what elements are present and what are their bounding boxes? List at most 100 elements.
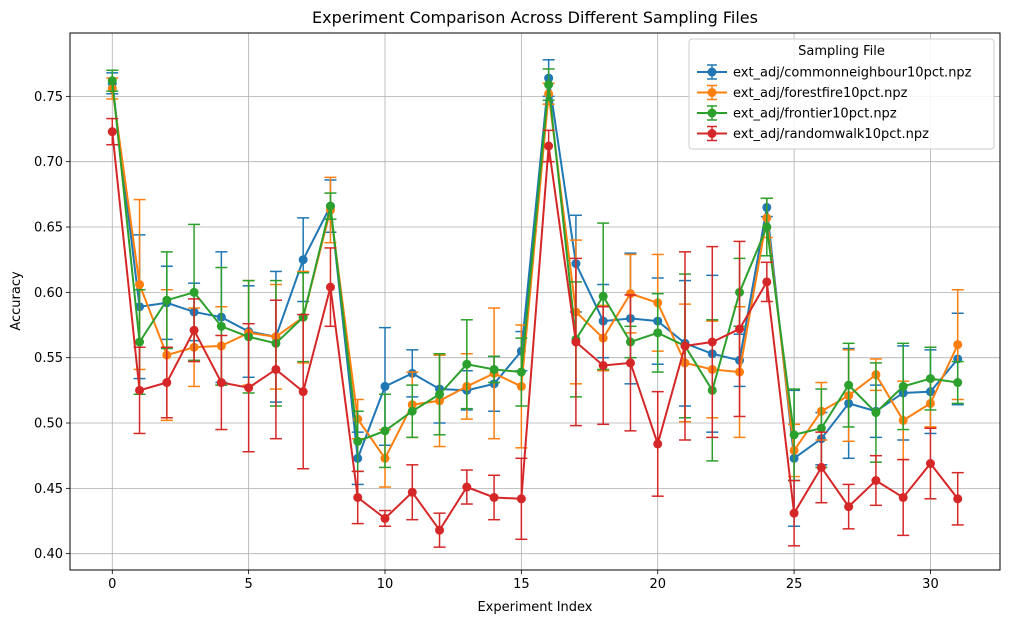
legend-label: ext_adj/forestfire10pct.npz [733, 86, 908, 101]
x-tick-label: 5 [244, 577, 252, 592]
legend-marker [707, 67, 717, 77]
data-point [762, 222, 772, 232]
data-point [789, 430, 799, 440]
x-tick-label: 25 [786, 577, 803, 592]
legend-title: Sampling File [798, 44, 885, 59]
y-tick-label: 0.50 [34, 417, 63, 432]
series-line [111, 88, 959, 461]
legend-item: ext_adj/frontier10pct.npz [697, 105, 897, 122]
data-point [544, 141, 554, 151]
data-point [135, 280, 145, 290]
data-point [925, 374, 935, 384]
data-point [653, 328, 663, 338]
data-point [871, 408, 881, 418]
legend-marker [707, 108, 717, 118]
data-point [407, 487, 417, 497]
data-point [380, 513, 390, 523]
legend-box [688, 38, 995, 150]
data-point [189, 287, 199, 297]
y-tick-label: 0.70 [34, 155, 63, 170]
data-point [216, 321, 226, 331]
series-line [111, 131, 959, 532]
data-point [707, 337, 717, 347]
chart-title: Experiment Comparison Across Different S… [312, 8, 758, 27]
data-point [653, 439, 663, 449]
x-tick-label: 15 [513, 577, 530, 592]
data-point [325, 282, 335, 292]
x-tick-label: 20 [649, 577, 666, 592]
data-point [816, 462, 826, 472]
series-line [111, 77, 959, 461]
data-point [135, 337, 145, 347]
legend: Sampling File ext_adj/commonneighbour10pc… [688, 38, 995, 150]
data-point [625, 358, 635, 368]
data-point [353, 492, 363, 502]
data-point [216, 378, 226, 388]
data-point [762, 277, 772, 287]
series-layer [106, 59, 964, 548]
data-point [135, 385, 145, 395]
data-point [298, 387, 308, 397]
x-tick-label: 0 [108, 577, 116, 592]
y-tick-label: 0.55 [34, 351, 63, 366]
data-point [516, 367, 526, 377]
series-line [111, 80, 958, 443]
data-point [625, 289, 635, 299]
data-point [953, 340, 963, 350]
data-point [435, 389, 445, 399]
y-tick-label: 0.60 [34, 286, 63, 301]
data-point [544, 80, 554, 90]
axes-layer: 0 5 10 15 20 25 30 0.40 0.45 0.50 0.55 0.60 0.65 0.70… [34, 90, 939, 592]
data-point [107, 76, 117, 86]
legend-label: ext_adj/commonneighbour10pct.npz [733, 66, 972, 81]
legend-item: ext_adj/randomwalk10pct.npz [697, 125, 929, 142]
data-point [844, 502, 854, 512]
data-point [598, 361, 608, 371]
data-point [571, 337, 581, 347]
x-tick-label: 30 [922, 577, 939, 592]
data-point [407, 406, 417, 416]
data-point [953, 378, 963, 388]
legend-marker [707, 129, 717, 138]
data-point [816, 423, 826, 433]
grid-lines [70, 33, 1000, 570]
data-point [680, 341, 690, 351]
x-axis-label: Experiment Index [477, 600, 592, 615]
data-point [953, 494, 963, 504]
data-point [462, 359, 472, 369]
legend-marker [707, 88, 717, 97]
plot-frame [69, 32, 1001, 571]
data-point [435, 525, 445, 535]
data-point [162, 295, 172, 305]
data-point [162, 378, 172, 388]
data-point [325, 201, 335, 211]
data-point [380, 426, 390, 436]
data-point [298, 255, 308, 265]
data-point [189, 325, 199, 335]
data-point [898, 381, 908, 391]
data-point [489, 492, 499, 502]
legend-item: ext_adj/commonneighbour10pct.npz [697, 64, 972, 81]
y-tick-label: 0.45 [34, 482, 63, 497]
data-point [380, 381, 390, 391]
data-point [925, 459, 935, 469]
data-point [271, 364, 281, 374]
data-point [244, 383, 254, 393]
y-axis-label: Accuracy [9, 271, 24, 331]
x-tick-label: 10 [377, 577, 394, 592]
legend-item: ext_adj/forestfire10pct.npz [697, 84, 908, 101]
data-point [789, 508, 799, 518]
data-point [598, 291, 608, 301]
y-tick-label: 0.65 [34, 221, 63, 236]
data-point [871, 476, 881, 485]
data-point [898, 492, 908, 502]
series-3 [106, 117, 964, 548]
y-tick-label: 0.40 [34, 547, 63, 562]
legend-label: ext_adj/frontier10pct.npz [733, 107, 897, 122]
y-tick-label: 0.75 [34, 90, 63, 105]
data-point [844, 380, 854, 390]
data-point [489, 364, 499, 374]
legend-label: ext_adj/randomwalk10pct.npz [733, 127, 929, 142]
